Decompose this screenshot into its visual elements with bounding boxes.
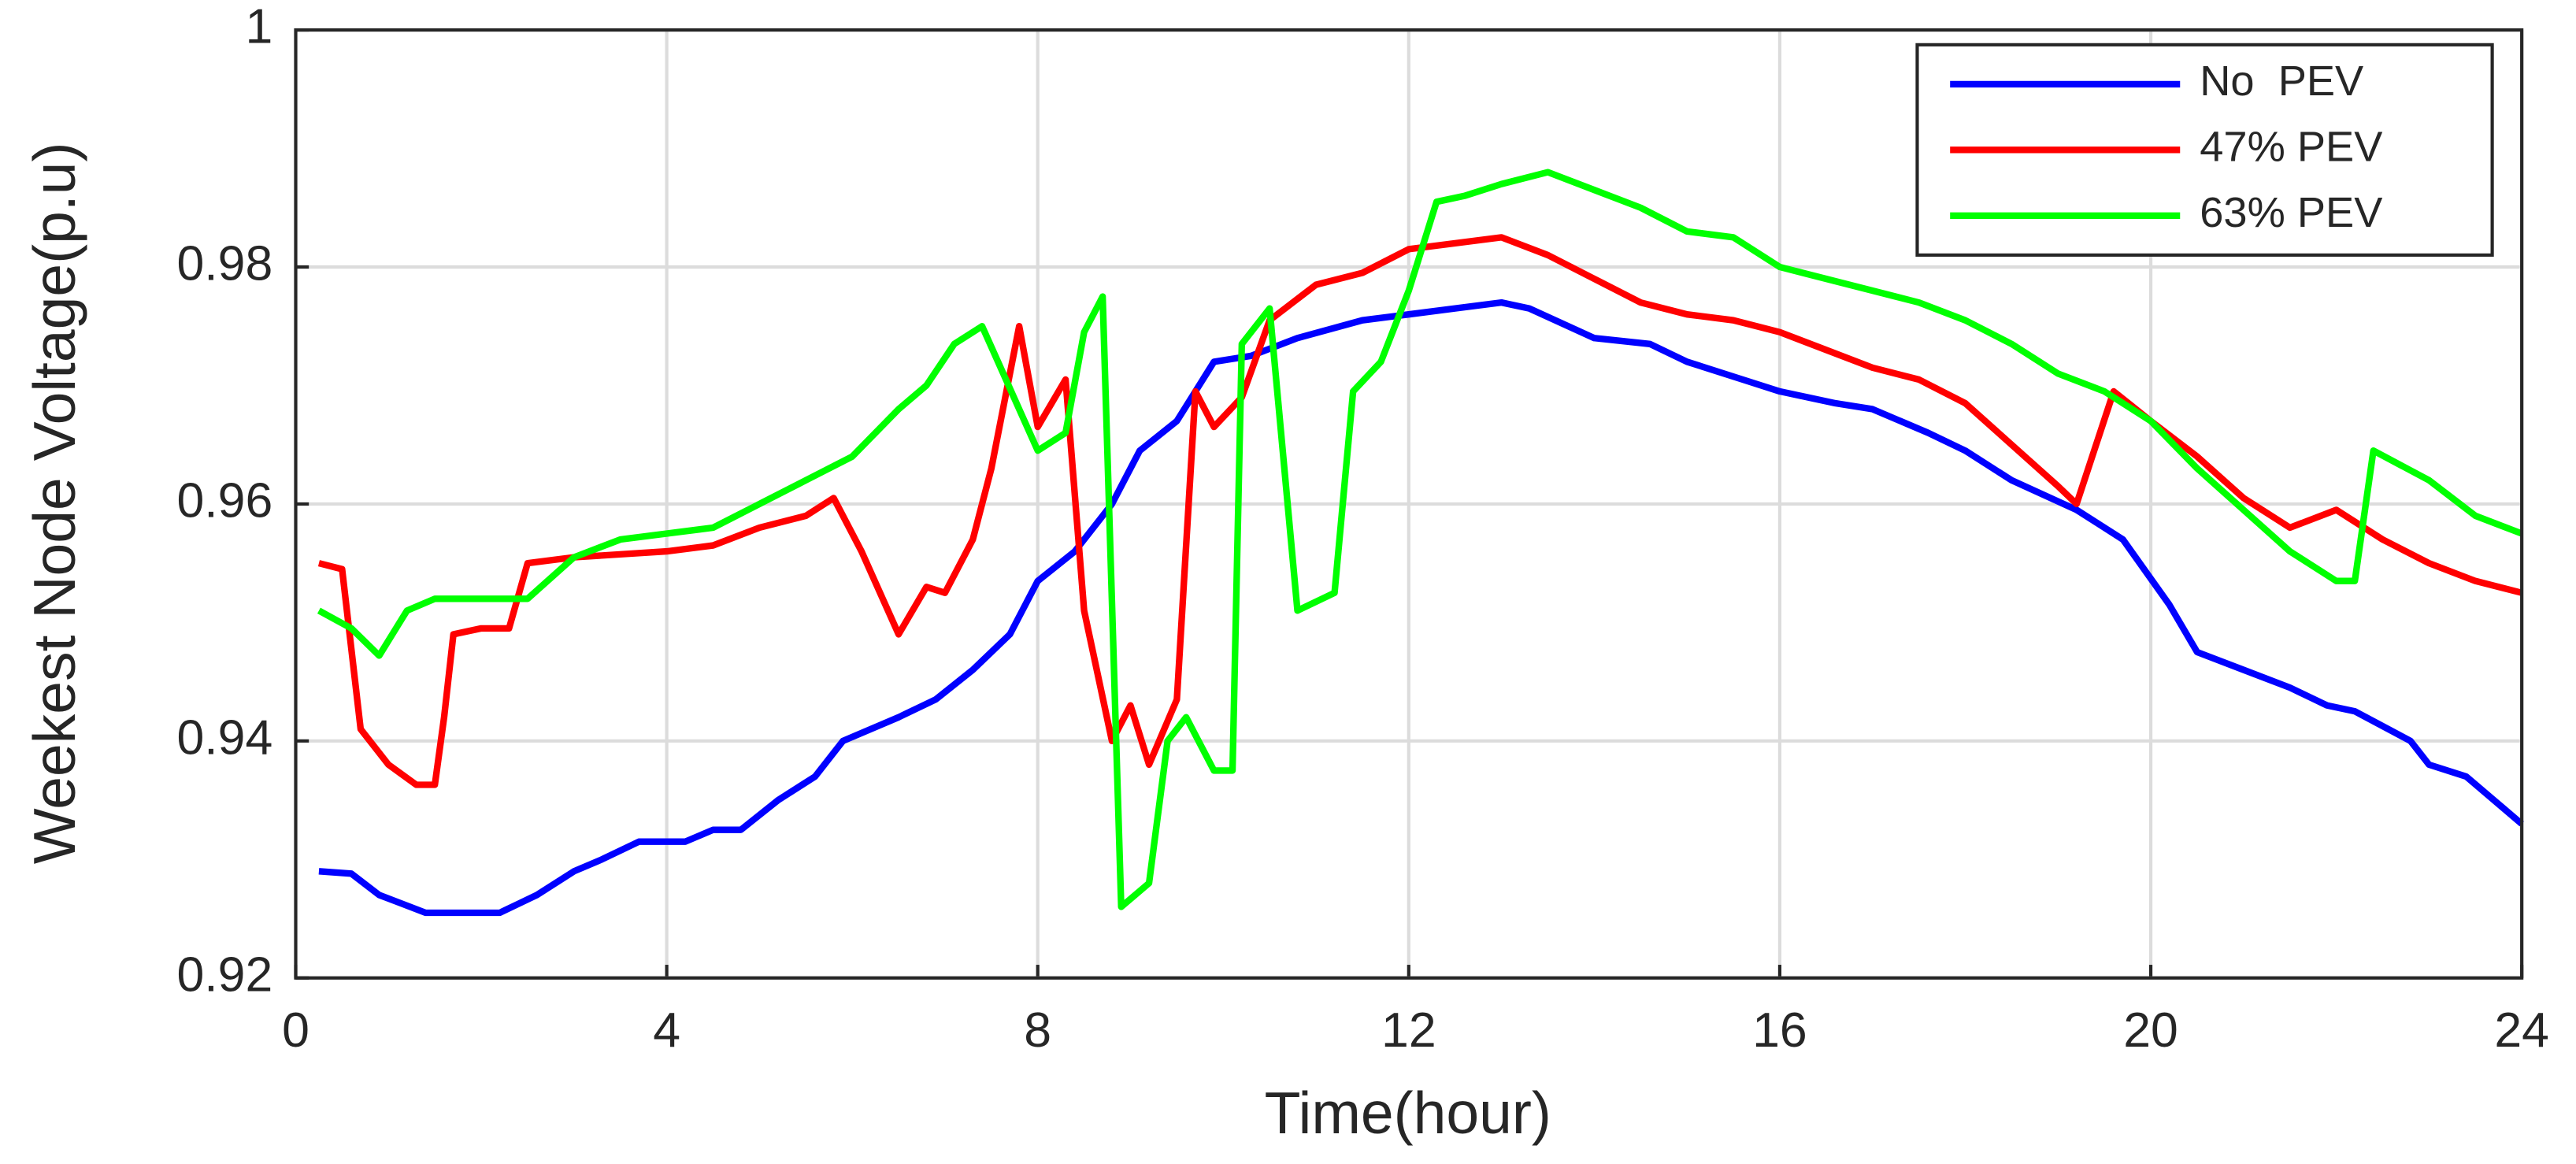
plot-frame: [294, 28, 2524, 980]
y-tick-label: 1: [245, 0, 272, 54]
y-tick-label: 0.96: [176, 473, 272, 528]
y-tick-label: 0.94: [176, 710, 272, 765]
x-tick-label: 16: [1752, 1003, 1807, 1058]
x-tick-label: 0: [282, 1003, 309, 1058]
series-line: [318, 298, 2524, 917]
series-line: [317, 234, 2523, 788]
series-line: [317, 169, 2523, 910]
y-tick-label: 0.92: [176, 947, 272, 1002]
legend-label: 47% PEV: [2200, 124, 2382, 171]
x-tick-label: 20: [2123, 1003, 2178, 1058]
x-axis-label: Time(hour): [1265, 1080, 1551, 1146]
legend-label: 63% PEV: [2200, 189, 2382, 236]
x-tick-label: 8: [1024, 1003, 1051, 1058]
x-tick-label: 4: [653, 1003, 680, 1058]
y-tick-label: 0.98: [176, 236, 272, 291]
x-tick-label: 12: [1381, 1003, 1436, 1058]
y-axis-label: Weekest Node Voltage(p.u): [21, 142, 87, 864]
legend-label: No PEV: [2200, 57, 2363, 105]
x-tick-label: 24: [2494, 1003, 2549, 1058]
